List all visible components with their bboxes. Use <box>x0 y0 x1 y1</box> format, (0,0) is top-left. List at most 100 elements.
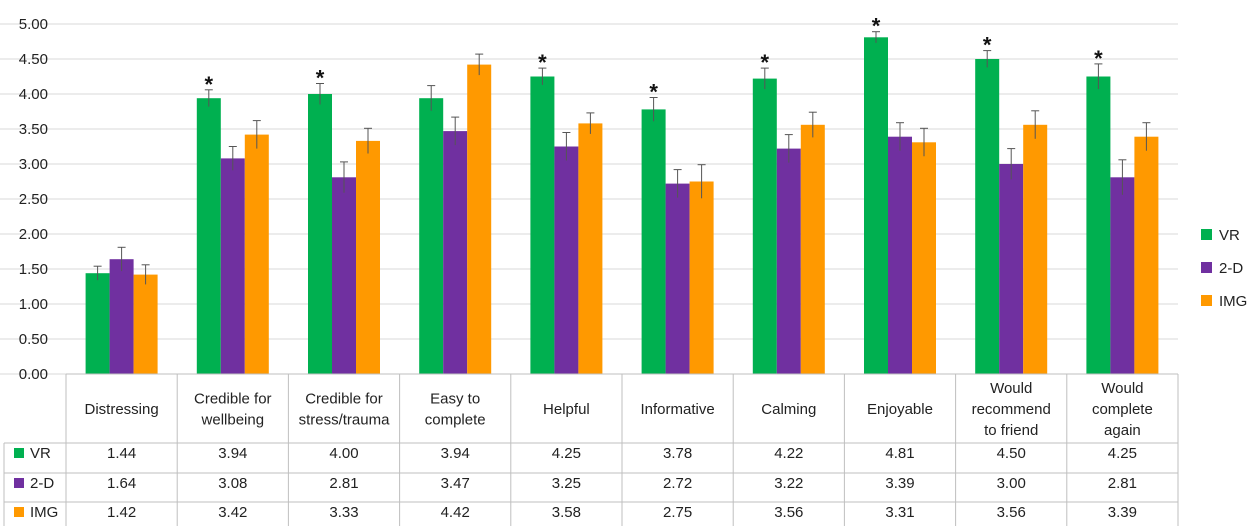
bar-vr <box>85 273 110 374</box>
table-cell-value: 2.81 <box>1108 475 1137 492</box>
table-legend-key <box>14 507 24 517</box>
x-category-label: Easy to <box>430 391 480 408</box>
bar-img <box>1134 136 1159 374</box>
y-tick-label: 0.50 <box>19 331 48 348</box>
y-tick-label: 1.50 <box>19 261 48 278</box>
y-tick-label: 2.00 <box>19 226 48 243</box>
y-tick-label: 2.50 <box>19 191 48 208</box>
x-category-label: complete <box>425 412 486 429</box>
table-cell-value: 4.25 <box>1108 445 1137 462</box>
table-cell-value: 4.42 <box>441 504 470 521</box>
table-cell-value: 4.22 <box>774 445 803 462</box>
y-tick-label: 4.50 <box>19 51 48 68</box>
bar-img <box>1023 124 1048 374</box>
bar-vr <box>530 76 555 374</box>
bar-img <box>800 124 825 374</box>
bar-2-d <box>220 158 245 374</box>
legend-label: VR <box>1219 227 1240 244</box>
bar-img <box>578 123 603 375</box>
x-category-label: stress/trauma <box>299 412 391 429</box>
table-cell-value: 2.81 <box>329 475 358 492</box>
table-cell-value: 3.33 <box>329 504 358 521</box>
bar-2-d <box>443 131 468 374</box>
bar-img <box>133 274 158 374</box>
legend-label: IMG <box>1219 293 1247 310</box>
bar-2-d <box>1110 177 1135 374</box>
table-cell-value: 2.72 <box>663 475 692 492</box>
table-legend-key <box>14 478 24 488</box>
table-cell-value: 3.42 <box>218 504 247 521</box>
table-cell-value: 1.42 <box>107 504 136 521</box>
bar-img <box>689 181 714 374</box>
x-category-label: Calming <box>761 401 816 418</box>
table-cell-value: 3.94 <box>218 445 247 462</box>
legend-label: 2-D <box>1219 260 1243 277</box>
x-category-label: recommend <box>972 401 1051 418</box>
table-cell-value: 1.64 <box>107 475 136 492</box>
x-category-label: Helpful <box>543 401 590 418</box>
table-row-label: IMG <box>30 504 58 521</box>
bar-vr <box>641 109 666 375</box>
bar-vr <box>752 78 777 374</box>
table-cell-value: 3.94 <box>441 445 470 462</box>
bar-vr <box>196 98 221 374</box>
table-cell-value: 4.00 <box>329 445 358 462</box>
y-tick-label: 1.00 <box>19 296 48 313</box>
table-cell-value: 4.50 <box>997 445 1026 462</box>
bar-vr <box>419 98 444 374</box>
y-tick-label: 0.00 <box>19 366 48 383</box>
table-cell-value: 3.39 <box>1108 504 1137 521</box>
bar-img <box>356 140 380 374</box>
bar-2-d <box>109 259 134 374</box>
x-category-label: Credible for <box>305 391 383 408</box>
x-category-label: Distressing <box>85 401 159 418</box>
bar-2-d <box>776 148 801 374</box>
x-category-label: Enjoyable <box>867 401 933 418</box>
table-cell-value: 3.00 <box>997 475 1026 492</box>
x-category-label: Would <box>990 380 1032 397</box>
table-cell-value: 3.58 <box>552 504 581 521</box>
table-cell-value: 3.56 <box>997 504 1026 521</box>
bar-vr <box>308 94 332 374</box>
y-tick-label: 3.50 <box>19 121 48 138</box>
table-cell-value: 2.75 <box>663 504 692 521</box>
x-category-label: Informative <box>640 401 714 418</box>
table-legend-key <box>14 448 24 458</box>
table-cell-value: 4.25 <box>552 445 581 462</box>
y-tick-label: 3.00 <box>19 156 48 173</box>
table-cell-value: 3.47 <box>441 475 470 492</box>
x-category-label: wellbeing <box>201 412 265 429</box>
significance-star: * <box>1094 46 1103 71</box>
bar-img <box>467 64 492 374</box>
bar-2-d <box>665 183 690 374</box>
table-cell-value: 3.25 <box>552 475 581 492</box>
x-category-label: Would <box>1101 380 1143 397</box>
x-category-label: complete <box>1092 401 1153 418</box>
bar-vr <box>1086 76 1111 374</box>
significance-star: * <box>983 33 992 58</box>
bar-vr <box>864 37 888 375</box>
table-row-label: 2-D <box>30 475 54 492</box>
bar-img <box>912 142 936 374</box>
x-category-label: Credible for <box>194 391 272 408</box>
bar-2-d <box>888 136 912 374</box>
legend-swatch <box>1201 295 1212 306</box>
legend-swatch <box>1201 229 1212 240</box>
table-cell-value: 4.81 <box>885 445 914 462</box>
table-cell-value: 3.22 <box>774 475 803 492</box>
significance-star: * <box>761 50 770 75</box>
table-cell-value: 3.78 <box>663 445 692 462</box>
bar-2-d <box>332 177 356 374</box>
significance-star: * <box>538 50 547 75</box>
table-row-label: VR <box>30 445 51 462</box>
significance-star: * <box>316 66 325 91</box>
x-category-label: to friend <box>984 422 1038 439</box>
bar-img <box>244 134 269 374</box>
legend-swatch <box>1201 262 1212 273</box>
table-cell-value: 1.44 <box>107 445 136 462</box>
table-cell-value: 3.56 <box>774 504 803 521</box>
significance-star: * <box>872 14 881 39</box>
bar-2-d <box>999 164 1024 374</box>
x-category-label: again <box>1104 422 1141 439</box>
